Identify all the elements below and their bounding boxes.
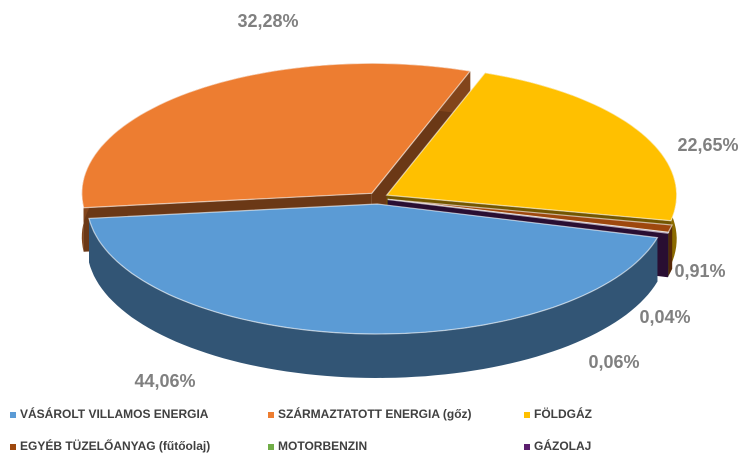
legend-label: VÁSÁROLT VILLAMOS ENERGIA <box>20 406 209 421</box>
legend-swatch <box>10 444 16 450</box>
slice-side <box>668 225 673 277</box>
data-label: 0,04% <box>639 307 690 327</box>
legend-swatch <box>10 412 16 418</box>
slice-top <box>88 203 659 335</box>
legend-swatch <box>268 412 274 418</box>
legend-swatch <box>268 444 274 450</box>
data-label: 22,65% <box>677 135 738 155</box>
slice-top <box>385 72 678 222</box>
legend-label: MOTORBENZIN <box>278 439 367 453</box>
legend-label: EGYÉB TÜZELŐANYAG (fűtőolaj) <box>20 438 210 453</box>
data-label: 0,91% <box>674 261 725 281</box>
slice-side <box>89 218 658 378</box>
data-label: 0,06% <box>588 352 639 372</box>
data-label: 44,06% <box>134 371 195 391</box>
legend-label: FÖLDGÁZ <box>534 406 592 421</box>
slice <box>385 72 678 265</box>
slice <box>88 203 659 378</box>
legend-label: SZÁRMAZTATOTT ENERGIA (gőz) <box>278 406 472 421</box>
legend-swatch <box>524 412 530 418</box>
slice-top <box>81 62 472 209</box>
legend-swatch <box>524 444 530 450</box>
slice-top <box>387 198 670 234</box>
data-label: 32,28% <box>237 11 298 31</box>
legend-label: GÁZOLAJ <box>534 438 591 453</box>
